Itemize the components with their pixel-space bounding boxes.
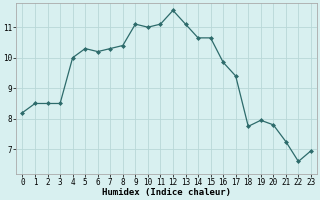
X-axis label: Humidex (Indice chaleur): Humidex (Indice chaleur) <box>102 188 231 197</box>
